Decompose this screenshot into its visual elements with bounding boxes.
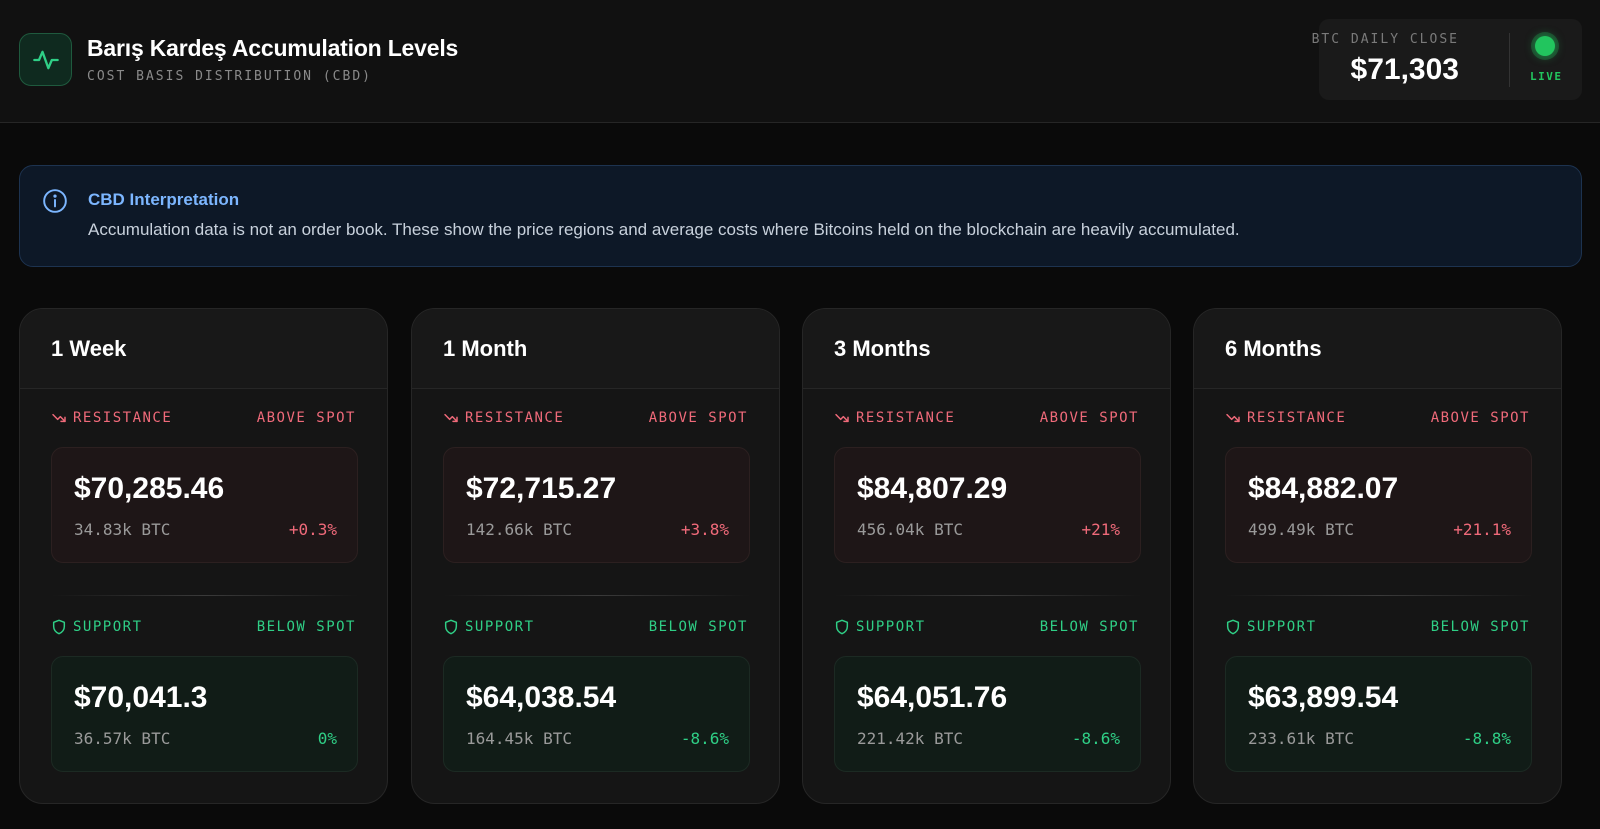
- divider: [834, 595, 1141, 596]
- card-title: 6 Months: [1225, 336, 1322, 361]
- support-label: SUPPORT: [51, 619, 143, 635]
- resistance-price: $70,285.46: [74, 472, 225, 505]
- resistance-label: RESISTANCE: [834, 410, 955, 426]
- info-text: Accumulation data is not an order book. …: [88, 220, 1240, 239]
- resistance-price: $84,807.29: [857, 472, 1008, 505]
- above-spot-label: ABOVE SPOT: [256, 410, 356, 426]
- support-btc: 221.42k BTC: [857, 729, 963, 748]
- divider: [1509, 33, 1510, 87]
- support-price: $64,038.54: [466, 681, 617, 714]
- resistance-pct: +21.1%: [1453, 520, 1511, 539]
- resistance-btc: 34.83k BTC: [74, 520, 171, 539]
- info-icon: [42, 188, 68, 219]
- below-spot-label: BELOW SPOT: [1430, 619, 1530, 635]
- page-title: Barış Kardeş Accumulation Levels: [87, 35, 459, 61]
- support-btc: 233.61k BTC: [1248, 729, 1354, 748]
- resistance-label: RESISTANCE: [443, 410, 564, 426]
- trending-down-icon: [835, 413, 849, 423]
- above-spot-label: ABOVE SPOT: [1430, 410, 1530, 426]
- divider: [443, 595, 750, 596]
- resistance-label-text: RESISTANCE: [73, 410, 173, 426]
- resistance-label-text: RESISTANCE: [1247, 410, 1347, 426]
- support-price: $63,899.54: [1248, 681, 1399, 714]
- card-header: 1 Month: [412, 309, 779, 389]
- resistance-price: $84,882.07: [1248, 472, 1399, 505]
- info-banner: CBD Interpretation Accumulation data is …: [19, 165, 1582, 267]
- shield-icon: [444, 619, 458, 635]
- support-label-text: SUPPORT: [1247, 619, 1317, 635]
- shield-icon: [52, 619, 66, 635]
- resistance-btc: 456.04k BTC: [857, 520, 963, 539]
- resistance-label-text: RESISTANCE: [465, 410, 565, 426]
- live-label: LIVE: [1530, 70, 1563, 83]
- trending-down-icon: [1226, 413, 1240, 423]
- resistance-btc: 499.49k BTC: [1248, 520, 1354, 539]
- support-box: $63,899.54 233.61k BTC -8.8%: [1225, 656, 1532, 772]
- timeframe-card: 3 Months RESISTANCE ABOVE SPOT $84,807.2…: [802, 308, 1171, 804]
- live-indicator-icon: [1535, 36, 1555, 56]
- resistance-label: RESISTANCE: [1225, 410, 1346, 426]
- divider: [51, 595, 358, 596]
- support-pct: -8.6%: [1071, 729, 1120, 748]
- activity-icon: [19, 33, 72, 86]
- support-pct: 0%: [317, 729, 337, 748]
- above-spot-label: ABOVE SPOT: [1039, 410, 1139, 426]
- resistance-box: $84,882.07 499.49k BTC +21.1%: [1225, 447, 1532, 563]
- support-box: $70,041.3 36.57k BTC 0%: [51, 656, 358, 772]
- page-subtitle: COST BASIS DISTRIBUTION (CBD): [87, 69, 372, 84]
- card-header: 6 Months: [1194, 309, 1561, 389]
- resistance-box: $84,807.29 456.04k BTC +21%: [834, 447, 1141, 563]
- support-btc: 164.45k BTC: [466, 729, 572, 748]
- support-box: $64,051.76 221.42k BTC -8.6%: [834, 656, 1141, 772]
- support-label-text: SUPPORT: [465, 619, 535, 635]
- timeframe-card: 1 Week RESISTANCE ABOVE SPOT $70,285.46 …: [19, 308, 388, 804]
- support-pct: -8.6%: [680, 729, 729, 748]
- card-header: 3 Months: [803, 309, 1170, 389]
- resistance-box: $70,285.46 34.83k BTC +0.3%: [51, 447, 358, 563]
- shield-icon: [1226, 619, 1240, 635]
- price-value: $71,303: [1350, 53, 1459, 86]
- timeframe-card: 6 Months RESISTANCE ABOVE SPOT $84,882.0…: [1193, 308, 1562, 804]
- support-label: SUPPORT: [443, 619, 535, 635]
- resistance-pct: +0.3%: [288, 520, 337, 539]
- card-title: 1 Week: [51, 336, 127, 361]
- support-label: SUPPORT: [1225, 619, 1317, 635]
- timeframe-card: 1 Month RESISTANCE ABOVE SPOT $72,715.27…: [411, 308, 780, 804]
- trending-down-icon: [52, 413, 66, 423]
- support-label: SUPPORT: [834, 619, 926, 635]
- trending-down-icon: [444, 413, 458, 423]
- resistance-pct: +3.8%: [680, 520, 729, 539]
- support-label-text: SUPPORT: [73, 619, 143, 635]
- support-pct: -8.8%: [1462, 729, 1511, 748]
- support-btc: 36.57k BTC: [74, 729, 171, 748]
- price-label: BTC DAILY CLOSE: [1311, 32, 1459, 47]
- resistance-label: RESISTANCE: [51, 410, 172, 426]
- below-spot-label: BELOW SPOT: [256, 619, 356, 635]
- below-spot-label: BELOW SPOT: [648, 619, 748, 635]
- info-title: CBD Interpretation: [88, 190, 240, 209]
- app-header: Barış Kardeş Accumulation Levels COST BA…: [0, 0, 1600, 123]
- resistance-box: $72,715.27 142.66k BTC +3.8%: [443, 447, 750, 563]
- support-box: $64,038.54 164.45k BTC -8.6%: [443, 656, 750, 772]
- below-spot-label: BELOW SPOT: [1039, 619, 1139, 635]
- divider: [1225, 595, 1532, 596]
- card-title: 1 Month: [443, 336, 528, 361]
- card-title: 3 Months: [834, 336, 931, 361]
- card-header: 1 Week: [20, 309, 387, 389]
- above-spot-label: ABOVE SPOT: [648, 410, 748, 426]
- resistance-price: $72,715.27: [466, 472, 617, 505]
- btc-price-widget: BTC DAILY CLOSE $71,303 LIVE: [1312, 19, 1582, 100]
- resistance-pct: +21%: [1081, 520, 1120, 539]
- resistance-label-text: RESISTANCE: [856, 410, 956, 426]
- support-price: $64,051.76: [857, 681, 1008, 714]
- shield-icon: [835, 619, 849, 635]
- resistance-btc: 142.66k BTC: [466, 520, 572, 539]
- support-price: $70,041.3: [74, 681, 208, 714]
- support-label-text: SUPPORT: [856, 619, 926, 635]
